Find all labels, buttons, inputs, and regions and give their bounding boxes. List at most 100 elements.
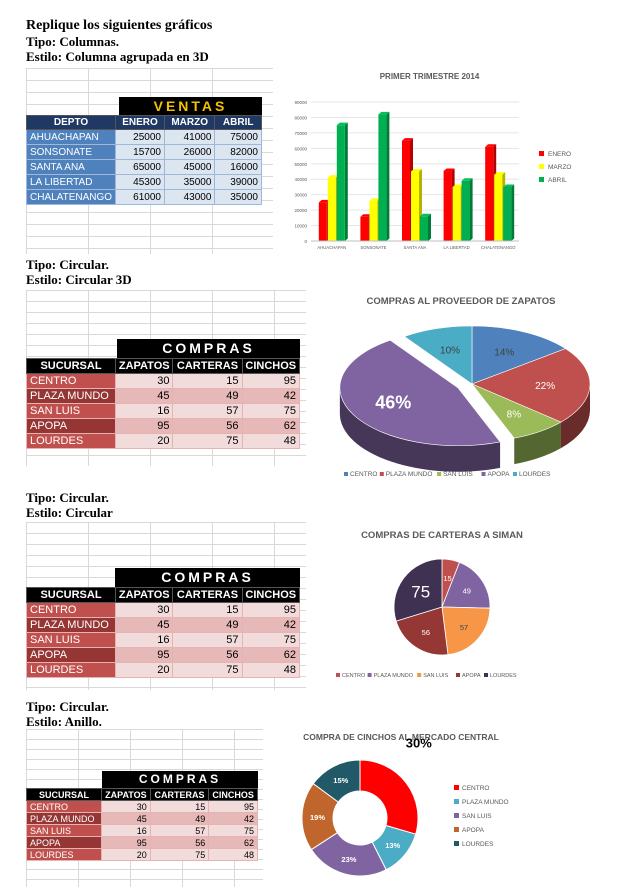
pie-slice	[471, 383, 562, 439]
cell-value: 57	[149, 824, 210, 837]
legend-label: MARZO	[548, 164, 571, 171]
cell-sucursal: SAN LUIS	[26, 632, 116, 648]
cell-sucursal: CENTRO	[26, 800, 102, 813]
x-tick-label: SANTA ANA	[404, 245, 427, 250]
col-header-carteras: CARTERAS	[172, 358, 243, 374]
table-row: PLAZA MUNDO 45 49 42	[26, 617, 300, 633]
cell-sucursal: LOURDES	[26, 848, 102, 861]
cell-value: 62	[241, 647, 300, 663]
legend-label: SAN LUIS	[423, 673, 448, 679]
bar-top	[318, 199, 330, 203]
col-header-cinchos: CINCHOS	[241, 358, 300, 374]
cell-value: 75	[149, 848, 210, 861]
cell-value: 57	[172, 632, 243, 648]
bar	[318, 202, 327, 241]
y-tick-label: 20000	[294, 208, 307, 213]
compras-header-row: SUCURSAL ZAPATOS CARTERAS CINCHOS	[26, 358, 300, 374]
bar	[327, 177, 336, 241]
table-row: LOURDES 20 75 48	[26, 848, 258, 861]
cell-value: 25000	[115, 129, 165, 145]
legend-swatch	[379, 472, 384, 476]
bar-top	[369, 198, 381, 201]
legend-label: APOPA	[462, 673, 481, 679]
style-label-pie3d: Estilo: Circular 3D	[26, 272, 132, 287]
cell-value: 42	[208, 812, 258, 825]
cell-value: 56	[172, 647, 243, 663]
cell-value: 45	[114, 388, 174, 404]
data-label: 19%	[310, 813, 325, 822]
table-row: SONSONATE 15700 26000 82000	[25, 144, 262, 160]
legend-label: PLAZA MUNDO	[374, 673, 414, 679]
bar-side	[386, 111, 390, 241]
type-label-pie3d: Tipo: Circular.	[26, 257, 109, 272]
data-label: 56	[422, 628, 430, 637]
legend-label: APOPA	[488, 471, 511, 478]
cell-value: 42	[241, 388, 300, 404]
cell-sucursal: LOURDES	[26, 662, 116, 678]
legend-swatch	[454, 827, 459, 832]
bar	[452, 186, 461, 241]
table-row: AHUACHAPAN 25000 41000 75000	[25, 129, 262, 145]
donut-slice	[359, 759, 419, 835]
col-header-abril: ABRIL	[214, 115, 262, 130]
legend-label: LOURDES	[462, 841, 494, 848]
chart-title: COMPRAS AL PROVEEDOR DE ZAPATOS	[366, 296, 556, 307]
compras-title: COMPRAS	[117, 339, 300, 358]
cell-value: 48	[241, 662, 300, 678]
pie-slice	[393, 558, 443, 622]
cell-depto: SANTA ANA	[25, 159, 117, 175]
cell-value: 75000	[214, 129, 262, 145]
cell-value: 20	[101, 848, 151, 861]
col-header-sucursal: SUCURSAL	[26, 358, 116, 374]
data-label: 8%	[507, 409, 522, 420]
col-header-depto: DEPTO	[25, 115, 117, 130]
bar	[336, 125, 345, 241]
table-row: CHALATENANGO 61000 43000 35000	[25, 189, 262, 205]
bar	[485, 146, 494, 241]
table-row: SAN LUIS 16 57 75	[26, 824, 258, 837]
bar	[420, 216, 428, 241]
bar	[411, 171, 419, 241]
cell-value: 48	[208, 848, 258, 861]
legend-label: CENTRO	[462, 785, 489, 792]
cell-value: 16000	[214, 159, 262, 175]
table-row: APOPA 95 56 62	[26, 647, 300, 663]
col-header-zapatos: ZAPATOS	[114, 587, 174, 603]
bar	[461, 180, 470, 241]
pie-slice	[471, 348, 591, 423]
compras-header-row: SUCURSAL ZAPATOS CARTERAS CINCHOS	[26, 587, 300, 603]
pie-slice	[471, 325, 567, 385]
legend-label: LOURDES	[519, 471, 551, 478]
bar	[402, 140, 410, 241]
pie3d-chart-svg: 14% 22% 8% 46% 10% CENTRO PLAZA MUNDO SAN LUIS A…	[339, 325, 591, 478]
data-label: 10%	[440, 346, 460, 357]
col-header-carteras: CARTERAS	[172, 587, 243, 603]
table-row: PLAZA MUNDO 45 49 42	[26, 388, 300, 404]
bar	[503, 186, 512, 241]
x-tick-label: AHUACHAPAN	[317, 245, 346, 250]
data-label: 22%	[535, 381, 555, 392]
bar-top	[494, 172, 506, 175]
bar	[360, 216, 369, 241]
table-row: CENTRO 30 15 95	[26, 800, 258, 813]
compras-header-row: SUCURSAL ZAPATOS CARTERAS CINCHOS	[26, 788, 258, 801]
slice-side	[560, 384, 590, 449]
cell-value: 75	[208, 824, 258, 837]
donut-chart-svg: 30% 13% 23% 19% 15% CENTRO PLAZA MUNDO SAN LUIS…	[301, 735, 509, 877]
cell-value: 20	[114, 433, 174, 449]
chart-compras-carteras: COMPRAS DE CARTERAS A SIMAN 15 49 57 56 75 CE…	[316, 522, 568, 690]
cell-sucursal: CENTRO	[26, 602, 116, 618]
data-label: 15	[443, 574, 451, 583]
compras-title: COMPRAS	[115, 568, 300, 587]
legend-label: APOPA	[462, 827, 485, 834]
legend-swatch	[481, 472, 486, 476]
bar-top	[452, 184, 464, 187]
cell-value: 45000	[163, 159, 216, 175]
bar-top	[503, 184, 515, 187]
x-tick-label: CHALATENANGO	[481, 245, 516, 250]
bar	[443, 171, 452, 241]
cell-sucursal: PLAZA MUNDO	[26, 617, 116, 633]
cell-value: 45	[114, 617, 174, 633]
legend-swatch	[454, 841, 459, 846]
table-row: SAN LUIS 16 57 75	[26, 403, 300, 419]
